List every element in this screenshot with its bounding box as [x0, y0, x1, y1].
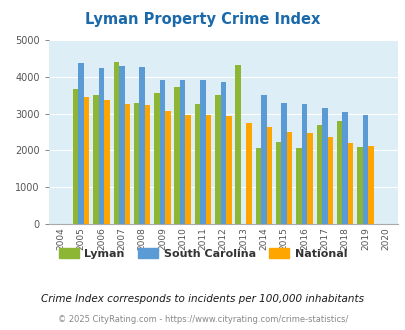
- Bar: [73, 89, 78, 224]
- Bar: [145, 105, 150, 224]
- Bar: [84, 96, 89, 224]
- Bar: [220, 82, 226, 224]
- Bar: [119, 66, 124, 224]
- Bar: [78, 63, 84, 224]
- Bar: [205, 115, 211, 224]
- Bar: [124, 104, 130, 224]
- Bar: [362, 115, 367, 224]
- Bar: [134, 103, 139, 224]
- Bar: [260, 95, 266, 224]
- Bar: [316, 125, 321, 224]
- Bar: [159, 80, 165, 224]
- Bar: [104, 100, 109, 224]
- Bar: [275, 142, 281, 224]
- Bar: [327, 137, 332, 224]
- Bar: [367, 146, 373, 224]
- Bar: [341, 112, 347, 224]
- Bar: [235, 65, 240, 224]
- Bar: [185, 115, 190, 224]
- Bar: [226, 116, 231, 224]
- Bar: [113, 62, 119, 224]
- Bar: [281, 103, 286, 224]
- Bar: [154, 93, 159, 224]
- Bar: [336, 121, 341, 224]
- Text: Crime Index corresponds to incidents per 100,000 inhabitants: Crime Index corresponds to incidents per…: [41, 294, 364, 304]
- Text: © 2025 CityRating.com - https://www.cityrating.com/crime-statistics/: © 2025 CityRating.com - https://www.city…: [58, 315, 347, 324]
- Bar: [266, 127, 271, 224]
- Bar: [356, 147, 362, 224]
- Text: Lyman Property Crime Index: Lyman Property Crime Index: [85, 12, 320, 26]
- Bar: [98, 68, 104, 224]
- Bar: [200, 80, 205, 224]
- Bar: [321, 108, 327, 224]
- Bar: [194, 104, 200, 224]
- Bar: [139, 67, 145, 224]
- Bar: [301, 104, 307, 224]
- Bar: [347, 143, 352, 224]
- Bar: [246, 123, 251, 224]
- Bar: [174, 87, 179, 224]
- Bar: [307, 133, 312, 224]
- Bar: [296, 148, 301, 224]
- Legend: Lyman, South Carolina, National: Lyman, South Carolina, National: [54, 244, 351, 263]
- Bar: [179, 80, 185, 224]
- Bar: [255, 148, 260, 224]
- Bar: [93, 95, 98, 224]
- Bar: [286, 132, 292, 224]
- Bar: [165, 111, 170, 224]
- Bar: [215, 95, 220, 224]
